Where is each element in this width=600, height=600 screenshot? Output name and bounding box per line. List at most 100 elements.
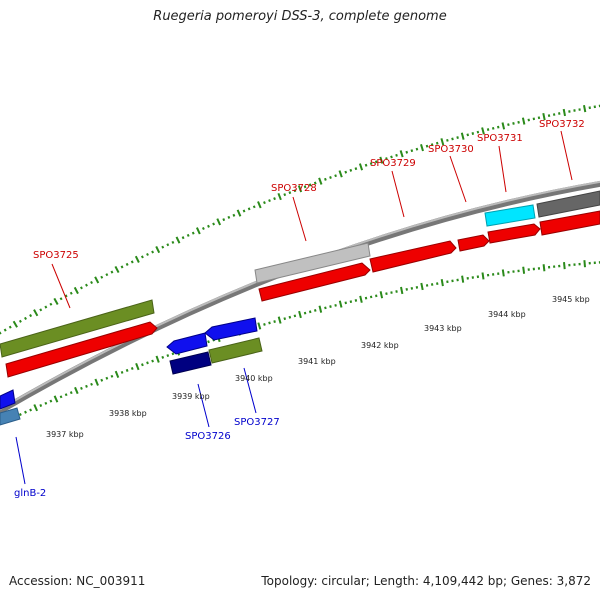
gene-spo3727-cds[interactable] [208,337,263,364]
minor-tick [537,116,541,120]
minor-tick [344,301,347,305]
major-tick [460,132,465,140]
minor-tick [547,114,551,118]
gene-spo3726-cds[interactable] [169,351,212,375]
minor-tick [385,292,388,296]
leader-spo3732 [560,130,573,181]
major-tick [379,156,384,164]
gene-spo3731-feature[interactable] [484,204,536,227]
minor-tick [29,408,33,412]
minor-tick [369,295,373,299]
minor-tick [354,167,358,171]
gene-glnb-2-feature[interactable] [0,389,16,410]
minor-tick [456,136,459,139]
major-tick [583,260,586,268]
minor-tick [161,355,165,359]
gene-glnb-2-cds[interactable] [0,407,21,426]
gene-label-glnb-2: glnB-2 [14,488,46,499]
major-tick [277,192,282,201]
minor-tick [405,287,408,291]
gene-spo3732-feature[interactable] [536,190,600,218]
gene-spo3728-cds[interactable] [258,262,371,302]
major-tick [583,105,587,113]
accession-text: Accession: NC_003911 [9,574,146,588]
reverse-genes [0,317,263,426]
minor-tick [369,162,373,165]
minor-tick [349,300,353,304]
major-tick [53,395,59,403]
minor-tick [375,294,378,298]
kbp-label-3941: 3941 kbp [298,357,336,366]
minor-tick [232,213,236,217]
minor-tick [491,126,495,130]
kbp-label-3937: 3937 kbp [46,430,84,439]
gene-spo3732-cds[interactable] [539,210,600,236]
major-tick [155,245,161,254]
minor-tick [313,309,317,312]
kbp-label-3945: 3945 kbp [552,295,590,304]
minor-tick [85,384,88,388]
minor-tick [507,123,510,127]
minor-tick [354,299,358,302]
gene-spo3726-feature[interactable] [166,332,208,355]
minor-tick [125,262,129,266]
major-tick [399,150,404,158]
minor-tick [80,386,83,390]
minor-tick [436,282,439,286]
minor-tick [146,252,149,256]
kbp-label-3940: 3940 kbp [235,374,273,383]
kbp-label-3944: 3944 kbp [488,310,526,319]
gene-spo3728-feature[interactable] [254,242,371,284]
minor-tick [283,193,287,197]
major-tick [522,266,526,274]
minor-tick [364,163,368,167]
gene-label-spo3729: SPO3729 [370,158,416,169]
minor-tick [85,283,88,287]
minor-tick [201,226,205,231]
gene-label-spo3731: SPO3731 [477,133,523,144]
gene-spo3727-feature[interactable] [204,317,258,341]
forward-genes [0,190,600,378]
minor-tick [146,361,149,365]
minor-tick [263,201,266,205]
minor-tick [446,138,449,142]
minor-tick [344,170,348,174]
gene-spo3731-cds[interactable] [487,223,541,244]
kbp-label-3938: 3938 kbp [109,409,147,418]
major-tick [257,201,262,209]
minor-tick [24,316,27,320]
major-tick [74,386,79,395]
gene-spo3725-cds[interactable] [5,321,158,378]
minor-tick [349,168,353,172]
minor-tick [329,305,332,309]
major-tick [298,310,302,319]
minor-tick [313,181,317,185]
minor-tick [273,197,276,201]
major-tick [12,320,18,328]
gene-spo3730-cds[interactable] [457,234,490,252]
major-tick [33,404,39,412]
minor-tick [324,177,327,181]
minor-tick [151,359,154,363]
minor-tick [242,209,246,213]
major-tick [338,300,343,308]
gene-label-spo3730: SPO3730 [428,144,474,155]
gene-spo3729-cds[interactable] [369,240,457,273]
minor-tick [410,286,414,290]
minor-tick [64,294,68,298]
minor-tick [471,132,475,135]
minor-tick [125,368,129,372]
minor-tick [466,133,470,137]
minor-tick [405,150,409,154]
minor-tick [110,270,114,274]
minor-tick [334,303,337,307]
minor-tick [39,308,43,312]
minor-tick [588,106,591,110]
kbp-label-3939: 3939 kbp [172,392,210,401]
minor-tick [140,255,144,259]
minor-tick [288,191,292,195]
minor-tick [100,378,104,382]
gene-spo3725-feature[interactable] [0,299,155,358]
major-tick [501,122,506,130]
leader-glnb-2 [15,436,26,485]
